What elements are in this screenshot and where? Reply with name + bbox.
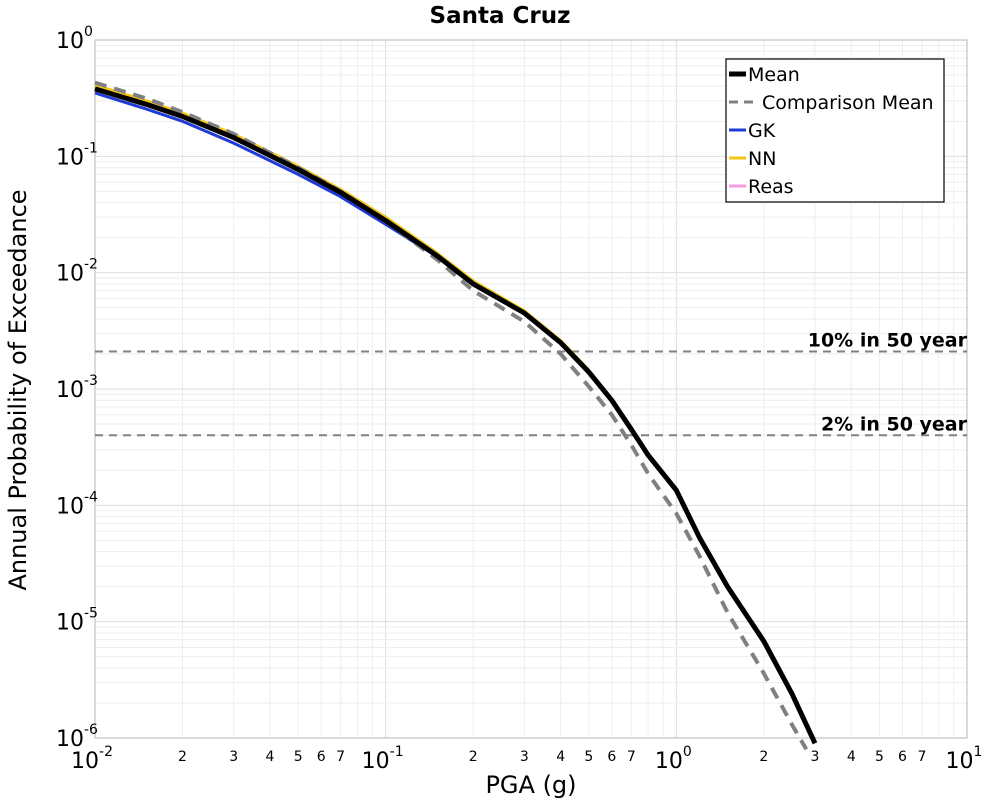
- x-minor-tick-label: 4: [847, 749, 856, 765]
- x-tick-label: 100: [655, 744, 692, 774]
- legend-entry-label: Mean: [748, 64, 800, 86]
- series-line-gk: [94, 91, 590, 374]
- y-tick-label: 10-4: [56, 489, 98, 519]
- x-minor-tick-label: 6: [317, 749, 326, 765]
- plot-grid: [94, 40, 967, 739]
- reference-line-label: 2% in 50 year: [821, 413, 968, 435]
- y-axis-title: Annual Probability of Exceedance: [4, 189, 32, 590]
- x-minor-tick-label: 3: [229, 749, 238, 765]
- x-minor-tick-label: 6: [898, 749, 907, 765]
- x-minor-tick-label: 2: [469, 749, 478, 765]
- x-minor-tick-label: 4: [266, 749, 275, 765]
- legend-entry-label: NN: [748, 148, 776, 170]
- x-minor-tick-label: 5: [584, 749, 593, 765]
- x-minor-tick-label: 5: [875, 749, 884, 765]
- legend-box: [725, 58, 945, 203]
- y-tick-label: 10-1: [56, 140, 98, 170]
- x-minor-tick-label: 2: [178, 749, 187, 765]
- legend-entry-label: GK: [748, 120, 776, 142]
- y-axis-ticks: 100 10-1 10-2 10-3 10-4 10-5 10-6: [56, 24, 98, 752]
- series-layer: [94, 80, 818, 751]
- plot-area-frame: [94, 39, 968, 739]
- x-minor-tick-label: 4: [556, 749, 565, 765]
- series-line-comparison-mean: [94, 80, 809, 751]
- y-tick-label: 10-2: [56, 257, 98, 287]
- legend-entry-label: Reas: [748, 176, 794, 198]
- x-tick-label: 10-2: [71, 744, 113, 774]
- legend-entry-label: Comparison Mean: [762, 92, 934, 114]
- y-tick-label: 10-3: [56, 373, 98, 403]
- reference-lines: 10% in 50 year 2% in 50 year: [95, 330, 968, 437]
- x-minor-tick-label: 3: [520, 749, 529, 765]
- x-tick-label: 10-1: [362, 744, 404, 774]
- series-line-mean: [94, 86, 818, 745]
- legend: Mean Comparison Mean GK NN Reas: [725, 58, 945, 203]
- x-minor-tick-label: 2: [759, 749, 768, 765]
- series-line-nn: [94, 83, 590, 372]
- x-minor-tick-label: 5: [294, 749, 303, 765]
- x-minor-tick-label: 3: [811, 749, 820, 765]
- x-tick-label: 101: [946, 744, 983, 774]
- reference-line-label: 10% in 50 year: [808, 330, 968, 352]
- x-minor-tick-label: 6: [607, 749, 616, 765]
- y-tick-label: 10-5: [56, 606, 98, 636]
- y-tick-label: 10-6: [56, 722, 98, 752]
- y-tick-label: 100: [56, 24, 93, 54]
- chart-title: Santa Cruz: [430, 3, 571, 29]
- x-minor-tick-label: 7: [627, 749, 636, 765]
- x-minor-tick-label: 7: [336, 749, 345, 765]
- x-minor-tick-label: 7: [918, 749, 927, 765]
- x-axis-title: PGA (g): [485, 771, 576, 799]
